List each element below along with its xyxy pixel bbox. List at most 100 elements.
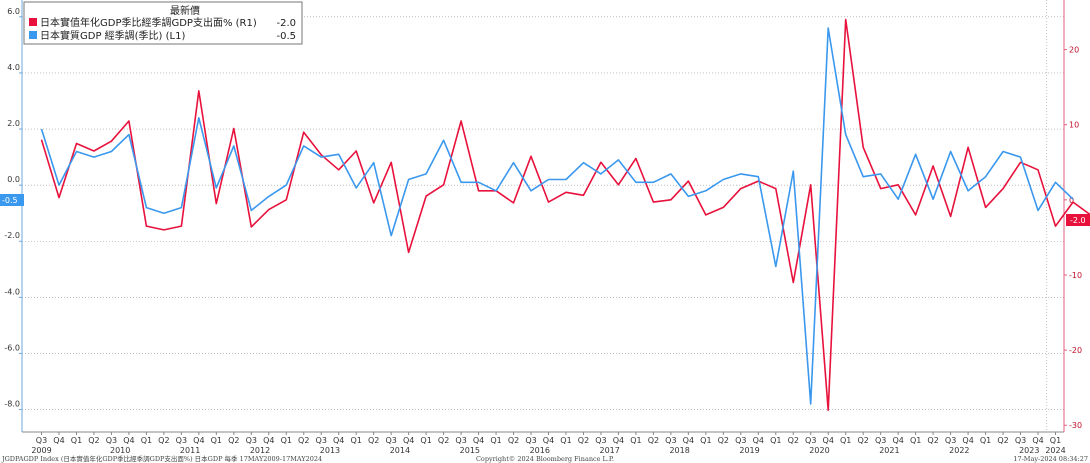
x-tick-label: Q2: [718, 436, 729, 445]
x-tick-label: Q1: [560, 436, 571, 445]
right-tick-label: -20: [1069, 346, 1082, 355]
left-tick-label: -4.0: [4, 287, 20, 296]
x-tick-label: Q1: [700, 436, 711, 445]
x-tick-label: Q4: [753, 436, 764, 445]
gridlines: [22, 0, 1064, 432]
x-year-label: 2013: [320, 446, 340, 455]
x-tick-label: Q1: [630, 436, 641, 445]
x-tick-label: Q4: [543, 436, 554, 445]
x-tick-label: Q3: [36, 436, 47, 445]
x-tick-label: Q1: [350, 436, 361, 445]
x-year-label: 2021: [879, 446, 899, 455]
svg-text:-2.0: -2.0: [1070, 216, 1086, 225]
x-tick-label: Q1: [910, 436, 921, 445]
x-tick-label: Q4: [892, 436, 903, 445]
x-tick-label: Q4: [403, 436, 414, 445]
x-tick-label: Q2: [228, 436, 239, 445]
x-tick-label: Q2: [368, 436, 379, 445]
x-year-label: 2019: [739, 446, 759, 455]
x-tick-label: Q1: [980, 436, 991, 445]
x-tick-label: Q4: [683, 436, 694, 445]
left-tick-label: -6.0: [4, 343, 20, 352]
right-tick-label: 0: [1069, 196, 1074, 205]
x-tick-label: Q2: [438, 436, 449, 445]
legend-label-l1: 日本實質GDP 經季調(季比) (L1): [40, 29, 185, 42]
left-value-badge: -0.5: [0, 194, 24, 206]
x-year-label: 2017: [600, 446, 620, 455]
x-tick-label: Q4: [473, 436, 484, 445]
right-tick-label: -30: [1069, 421, 1082, 430]
x-tick-label: Q2: [857, 436, 868, 445]
x-tick-label: Q3: [176, 436, 187, 445]
legend-box: [23, 1, 303, 45]
x-tick-label: Q2: [927, 436, 938, 445]
legend-value-r1: -2.0: [276, 18, 296, 29]
legend-header: 最新價: [170, 4, 200, 17]
right-value-badge: -2.0: [1066, 214, 1090, 226]
legend-swatch-blue: [29, 31, 37, 39]
x-year-label: 2011: [180, 446, 200, 455]
left-tick-label: 4.0: [7, 63, 20, 72]
x-tick-label: Q4: [123, 436, 134, 445]
x-year-label: 2020: [809, 446, 829, 455]
x-year-label: 2010: [110, 446, 130, 455]
left-tick-label: 6.0: [7, 7, 20, 16]
legend-swatch-red: [29, 18, 37, 26]
x-tick-label: Q2: [648, 436, 659, 445]
left-tick-label: -8.0: [4, 400, 20, 409]
series-line-l1: [40, 27, 1074, 405]
left-tick-label: -2.0: [4, 231, 20, 240]
x-tick-label: Q4: [823, 436, 834, 445]
right-axis: 20 10 0 -10 -20 -30: [1063, 0, 1082, 432]
x-tick-label: Q3: [595, 436, 606, 445]
x-tick-label: Q4: [962, 436, 973, 445]
x-tick-label: Q3: [385, 436, 396, 445]
x-year-label: 2022: [949, 446, 969, 455]
left-axis: 6.0 4.0 2.0 0.0 -2.0 -4.0 -6.0 -8.0: [4, 0, 23, 432]
x-tick-label: Q2: [997, 436, 1008, 445]
x-tick-label: Q2: [788, 436, 799, 445]
x-tick-label: Q3: [805, 436, 816, 445]
right-tick-label: 10: [1069, 121, 1079, 130]
x-tick-label: Q3: [246, 436, 257, 445]
x-year-label: 2018: [669, 446, 689, 455]
svg-text:-0.5: -0.5: [2, 196, 18, 205]
x-tick-label: Q3: [525, 436, 536, 445]
x-year-label: 2012: [250, 446, 270, 455]
x-tick-label: Q2: [508, 436, 519, 445]
x-tick-label: Q3: [455, 436, 466, 445]
x-year-label: 2014: [390, 446, 410, 455]
x-tick-label: Q1: [281, 436, 292, 445]
x-tick-label: Q3: [735, 436, 746, 445]
x-year-label: 2023: [1019, 446, 1039, 455]
legend-label-r1: 日本實值年化GDP季比經季調GDP支出面% (R1): [40, 16, 257, 29]
x-tick-label: Q2: [88, 436, 99, 445]
x-tick-label: Q3: [665, 436, 676, 445]
x-tick-label: Q1: [840, 436, 851, 445]
x-tick-label: Q1: [141, 436, 152, 445]
right-tick-label: 20: [1069, 46, 1079, 55]
left-tick-label: 0.0: [7, 175, 20, 184]
x-tick-label: Q4: [193, 436, 204, 445]
x-tick-label: Q3: [1015, 436, 1026, 445]
x-tick-label: Q1: [211, 436, 222, 445]
x-year-label: 2015: [460, 446, 480, 455]
left-tick-label: 2.0: [7, 119, 20, 128]
x-tick-label: Q3: [875, 436, 886, 445]
x-tick-label: Q3: [106, 436, 117, 445]
x-tick-label: Q4: [1032, 436, 1043, 445]
x-tick-label: Q2: [298, 436, 309, 445]
right-tick-label: -10: [1069, 271, 1082, 280]
x-tick-label: Q1: [71, 436, 82, 445]
x-tick-label: Q2: [578, 436, 589, 445]
x-tick-label: Q1: [770, 436, 781, 445]
legend: 最新價 日本實值年化GDP季比經季調GDP支出面% (R1) -2.0 日本實質…: [23, 1, 303, 45]
x-tick-label: Q4: [613, 436, 624, 445]
x-tick-label: Q4: [53, 436, 64, 445]
series-line-r1: [40, 18, 1090, 412]
series-lines: [40, 18, 1090, 412]
x-year-label: 2024: [1045, 446, 1065, 455]
x-tick-label: Q1: [490, 436, 501, 445]
footer-source: JGDPAGDP Index (日本實值年化GDP季比經季調GDP支出面%) 日…: [1, 454, 322, 463]
